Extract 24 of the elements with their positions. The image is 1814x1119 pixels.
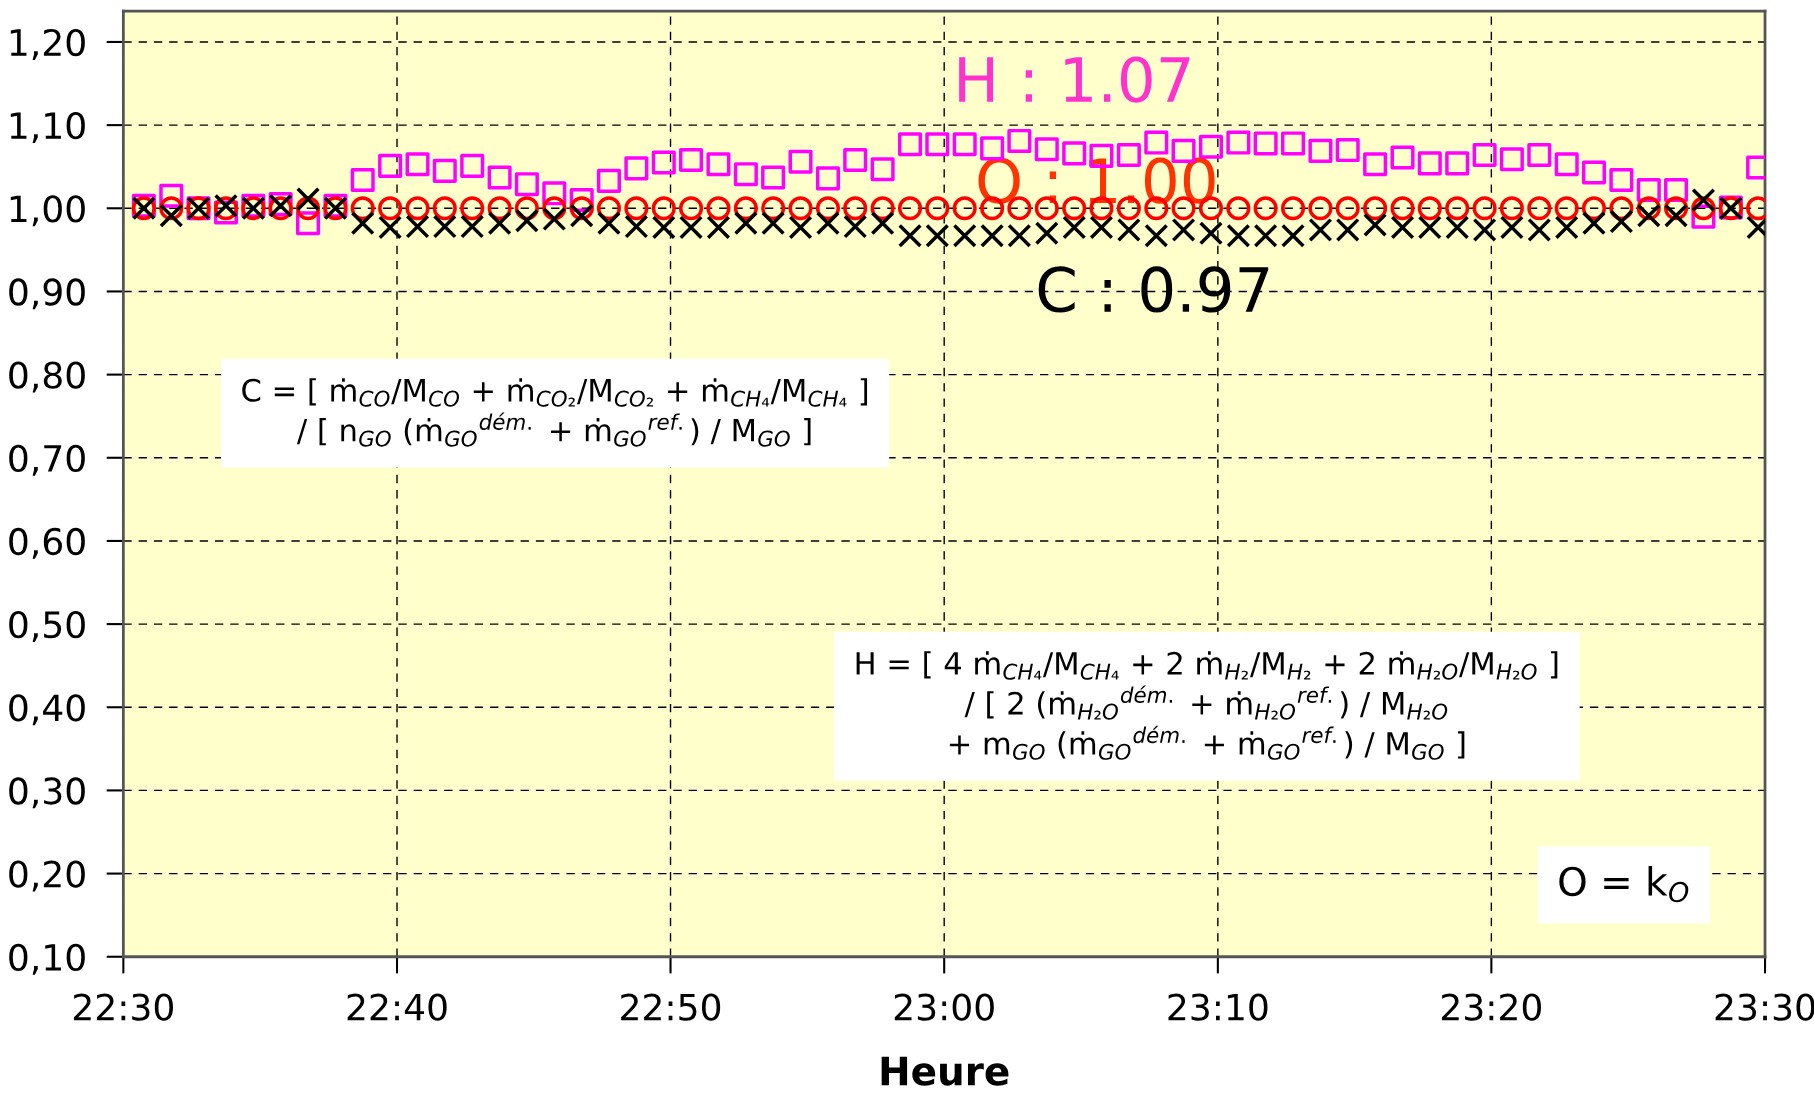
y-tick-label: 0,10 (9, 943, 85, 975)
y-tick-label: 0,40 (9, 694, 85, 726)
x-tick-label: 23:00 (894, 993, 994, 1021)
y-tick-label: 0,30 (9, 777, 85, 809)
y-tick-label: 0,70 (9, 444, 85, 476)
x-tick-label: 23:20 (1441, 993, 1541, 1021)
x-axis-title: Heure (881, 1056, 1009, 1086)
x-tick-label: 23:30 (1715, 993, 1814, 1021)
y-tick-label: 1,10 (10, 112, 85, 144)
x-tick-label: 22:30 (73, 993, 173, 1021)
x-tick-label: 22:50 (621, 993, 721, 1021)
x-tick-label: 22:40 (347, 993, 447, 1021)
text: H = [ 4 ṁ$_{CH₄}$/M$_{CH₄}$ + 2 ṁ$_{H₂}$/M$_{H₂}$ + 2 ṁ$_{H₂O}$/M$_{H₂O}$ ] / [ 2 (ṁ$_{H₂O}$$^{dém.}$ + ṁ$_{H₂O}$$^{ref.}$) / M$_{H₂O}$ + m$_{GO}$ (ṁ$_{GO}$$^{dém.}$ + ṁ$_{GO}$$^{ref.}$) / M$_{GO}$ ] (856, 651, 1558, 760)
y-tick-label: 0,60 (9, 527, 85, 559)
y-tick-label: 0,50 (9, 611, 85, 643)
x-tick-label: 23:10 (1168, 993, 1268, 1021)
y-tick-label: 0,20 (9, 860, 85, 892)
text: C = [ ṁ$_{CO}$/M$_{CO}$ + ṁ$_{CO₂}$/M$_{CO₂}$ + ṁ$_{CH₄}$/M$_{CH₄}$ ] / [ n$_{GO}$ (ṁ$_{GO}$$^{dém.}$ + ṁ$_{GO}$$^{ref.}$) / M$_{GO}$ ] (242, 378, 868, 447)
y-tick-label: 1,00 (10, 195, 85, 227)
y-tick-label: 0,80 (9, 361, 85, 393)
annotation: H : 1.07 (959, 56, 1190, 103)
y-tick-label: 1,20 (10, 28, 85, 60)
annotation: O = k$_{O}$ (1559, 866, 1689, 903)
y-tick-label: 0,90 (9, 278, 85, 310)
